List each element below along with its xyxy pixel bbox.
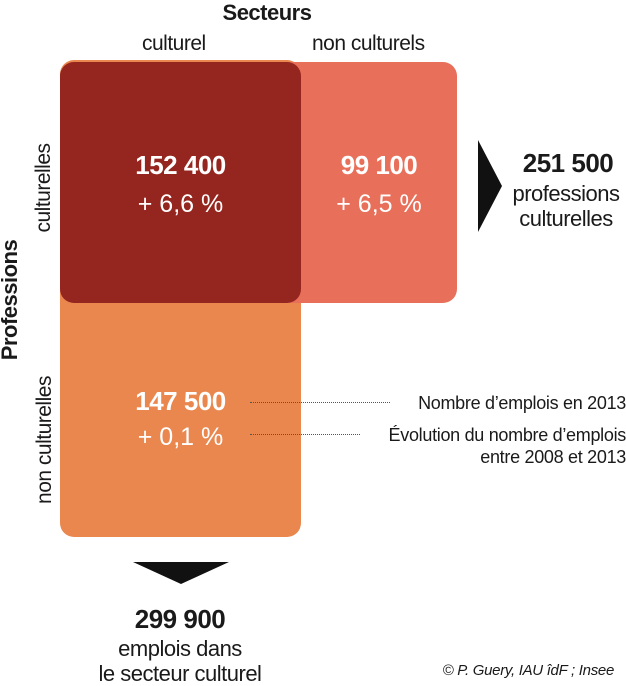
cell-evolution-culturelles-culturel: + 6,6 % <box>137 190 224 218</box>
down-arrow-icon <box>133 562 229 584</box>
cell-value-non-culturelles-culturel: 147 500 <box>135 386 226 416</box>
total-professions-value: 251 500 <box>522 148 614 178</box>
row-label-non-culturelles: non culturelles <box>33 376 56 504</box>
sectors-title: Secteurs <box>222 0 312 25</box>
total-secteur-value: 299 900 <box>134 604 226 634</box>
total-professions-line2: culturelles <box>519 206 613 231</box>
credit-text: © P. Guery, IAU îdF ; Insee <box>442 662 615 679</box>
cell-value-culturelles-non-culturels: 99 100 <box>340 150 418 180</box>
column-label-non-culturels: non culturels <box>312 32 425 55</box>
row-label-culturelles: culturelles <box>32 143 55 233</box>
professions-title: Professions <box>0 239 22 361</box>
leader-line-count <box>250 402 390 403</box>
total-secteur-line1: emplois dans <box>118 636 242 661</box>
cell-evolution-culturelles-non-culturels: + 6,5 % <box>336 190 422 218</box>
legend-count: Nombre d’emplois en 2013 <box>418 393 626 413</box>
total-professions-line1: professions <box>512 181 620 206</box>
legend-evolution-line1: Évolution du nombre d’emplois <box>388 425 626 445</box>
cell-value-culturelles-culturel: 152 400 <box>135 150 226 180</box>
column-label-culturel: culturel <box>142 32 206 55</box>
leader-line-evolution <box>250 434 360 435</box>
block-cultural-professions-cultural-sector <box>60 62 301 303</box>
cell-evolution-non-culturelles-culturel: + 0,1 % <box>137 423 224 451</box>
legend-evolution-line2: entre 2008 et 2013 <box>480 447 626 467</box>
right-arrow-icon <box>478 140 502 232</box>
total-secteur-line2: le secteur culturel <box>98 661 262 686</box>
